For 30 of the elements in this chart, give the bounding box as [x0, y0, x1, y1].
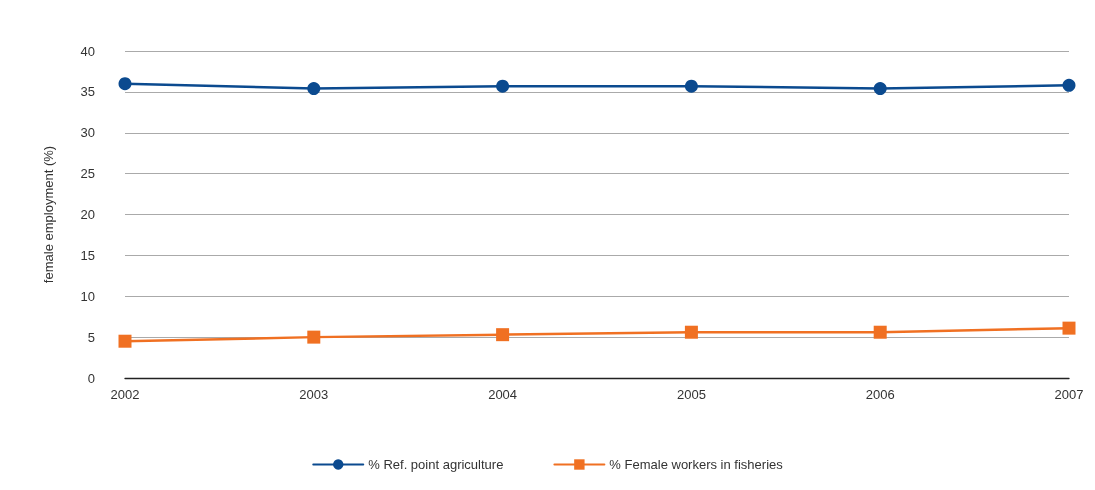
legend-label: % Female workers in fisheries: [609, 457, 784, 472]
legend-label: % Ref. point agriculture: [368, 457, 504, 472]
x-tick-label: 2006: [865, 387, 895, 402]
point: [118, 334, 132, 348]
point: [873, 82, 887, 96]
y-tick-label: 25: [80, 166, 95, 182]
point: [118, 77, 132, 91]
y-tick-label: 15: [80, 247, 95, 263]
y-tick-label: 20: [80, 207, 95, 222]
point: [873, 325, 887, 339]
point: [684, 325, 698, 339]
y-tick-label: 0: [87, 370, 95, 386]
y-tick-label: 5: [87, 329, 95, 345]
x-tick-label: 2005: [676, 387, 706, 402]
y-axis-title: female employment (%): [41, 145, 56, 284]
point: [307, 82, 321, 96]
point: [1062, 321, 1076, 335]
x-tick-label: 2003: [299, 387, 329, 402]
point: [496, 79, 510, 93]
point: [1062, 78, 1076, 92]
y-tick-label: 10: [80, 288, 95, 304]
x-tick-label: 2004: [488, 387, 518, 402]
x-tick-label: 2002: [110, 387, 140, 402]
y-tick-label: 40: [80, 43, 95, 59]
y-tick-label: 30: [80, 125, 95, 141]
y-tick-label: 35: [80, 84, 95, 100]
point: [684, 79, 698, 93]
point: [496, 328, 510, 342]
x-tick-label: 2007: [1054, 387, 1084, 402]
point: [307, 330, 321, 344]
